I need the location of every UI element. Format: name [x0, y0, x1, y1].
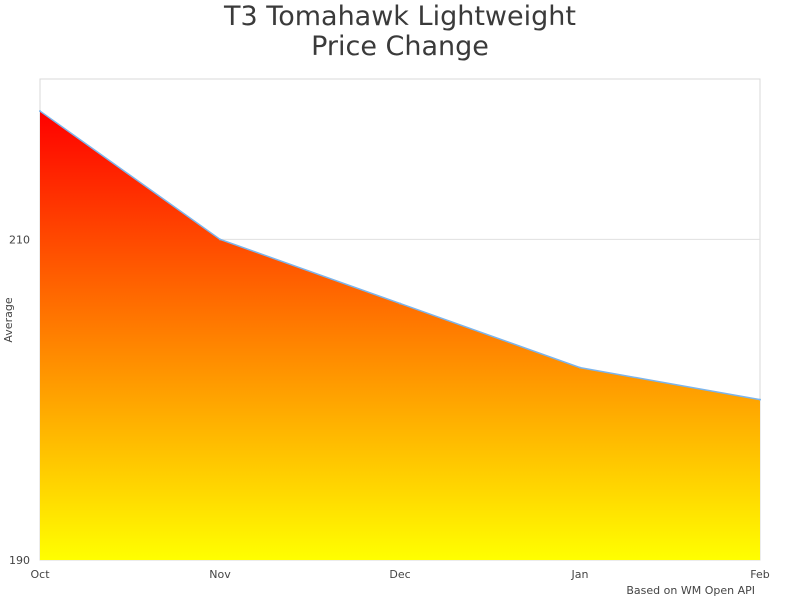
- data-point[interactable]: [39, 110, 41, 113]
- credits-text: Based on WM Open API: [626, 584, 755, 597]
- x-tick-label: Nov: [209, 568, 231, 581]
- x-tick-label: Feb: [750, 568, 769, 581]
- x-tick-label: Jan: [571, 568, 589, 581]
- x-tick-label: Oct: [30, 568, 50, 581]
- y-tick-label: 190: [9, 554, 30, 567]
- chart-title-line-1: T3 Tomahawk Lightweight: [224, 1, 576, 32]
- chart-title: T3 Tomahawk Lightweight Price Change: [0, 2, 800, 62]
- area-fill: [40, 111, 760, 561]
- chart-title-line-2: Price Change: [311, 31, 489, 62]
- data-point[interactable]: [759, 398, 761, 401]
- data-point[interactable]: [219, 238, 221, 241]
- x-tick-label: Dec: [389, 568, 410, 581]
- y-axis-title: Average: [2, 297, 15, 342]
- data-point[interactable]: [399, 302, 401, 305]
- y-tick-label: 210: [9, 233, 30, 246]
- data-point[interactable]: [579, 366, 581, 369]
